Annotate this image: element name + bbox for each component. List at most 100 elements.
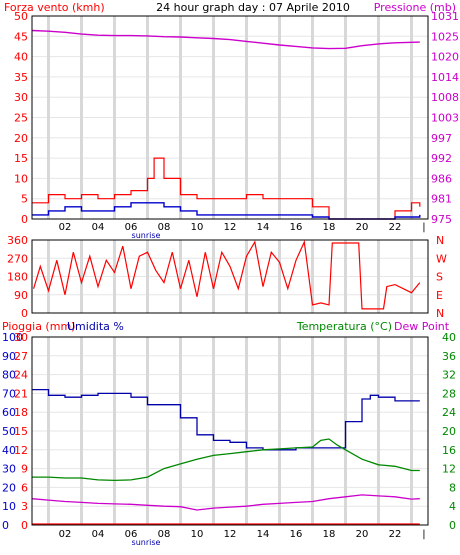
left-tick-label: 35: [14, 71, 28, 84]
humidity-tick-label: 40: [2, 444, 16, 457]
hour-tick-label: 10: [191, 222, 204, 233]
rain-tick-label: 9: [21, 463, 28, 476]
compass-tick-label: E: [436, 289, 443, 302]
hour-tick-label: 10: [191, 529, 204, 540]
average-wind-series-line: [32, 202, 421, 220]
hour-tick-label: 12: [224, 529, 237, 540]
rain-tick-label: 12: [14, 444, 28, 457]
hour-tick-label: 08: [158, 222, 171, 233]
temperature-tick-label: 0: [449, 519, 456, 532]
hour-tick-label: 18: [323, 529, 336, 540]
hour-tick-label: 08: [158, 529, 171, 540]
hour-tick-label: 22: [389, 529, 402, 540]
hour-tick-label: 20: [356, 222, 369, 233]
hour-tick-label: 14: [257, 222, 270, 233]
compass-tick-label: N: [436, 307, 444, 320]
temperature-tick-label: 12: [442, 463, 456, 476]
left-tick-labels: 0 90 180 270 360: [7, 234, 28, 320]
rain-tick-label: 15: [14, 425, 28, 438]
temperature-tick-label: 32: [442, 369, 456, 382]
humidity-tick-label: 80: [2, 369, 16, 382]
humidity-tick-label: 20: [2, 481, 16, 494]
temperature-tick-label: 16: [442, 444, 456, 457]
rain-tick-label: 0: [21, 519, 28, 532]
compass-tick-label: S: [436, 271, 443, 284]
right-tick-label: 997: [431, 132, 452, 145]
humidity-tick-label: 100: [2, 331, 23, 344]
wind-pressure-panel: Forza vento (kmh) 24 hour graph day : 07…: [4, 1, 459, 240]
hour-tick-label: 12: [224, 222, 237, 233]
sunrise-label: sunrise: [132, 538, 161, 547]
rain-tick-label: 24: [14, 369, 28, 382]
hour-tick-labels: 02 04 06 08 10 12 14 16 18 20 22 |: [59, 529, 426, 540]
left-axis-label: Forza vento (kmh): [4, 1, 105, 14]
plot-frame: [31, 15, 429, 220]
compass-tick-label: W: [436, 252, 447, 265]
humidity-tick-label: 30: [2, 463, 16, 476]
humidity-tick-label: 70: [2, 387, 16, 400]
right-tick-label: 986: [431, 172, 452, 185]
rain-tick-label: 3: [21, 500, 28, 513]
wind-direction-series-line: [33, 239, 421, 310]
temperature-tick-label: 40: [442, 331, 456, 344]
left-tick-label: 15: [14, 152, 28, 165]
hour-tick-label: 16: [290, 529, 303, 540]
rain-tick-label: 21: [14, 387, 28, 400]
right-tick-label: 1014: [431, 71, 459, 84]
left-tick-label: 45: [14, 30, 28, 43]
temperature-humidity-panel: Pioggia (mm) Umidita % Temperatura (°C) …: [2, 320, 456, 547]
hour-grid: [47, 16, 413, 219]
temperature-series-line: [32, 438, 420, 482]
left-tick-label: 40: [14, 51, 28, 64]
humidity-tick-label: 90: [2, 350, 16, 363]
right-tick-label: 975: [431, 213, 452, 226]
series-group: [33, 239, 421, 310]
left-tick-label: 270: [7, 252, 28, 265]
right-tick-label: 981: [431, 193, 452, 206]
right-tick-label: 1008: [431, 91, 459, 104]
temperature-tick-label: 28: [442, 387, 456, 400]
right-tick-labels: 975 981 986 992 997 1003 1008 1014 1020 1025 1031: [431, 10, 459, 226]
hour-tick-label: 02: [59, 222, 72, 233]
left-tick-label: 50: [14, 10, 28, 23]
hour-grid: [47, 337, 413, 525]
horizontal-grid: [32, 35, 428, 200]
horizontal-grid: [32, 257, 428, 296]
series-group: [31, 388, 420, 525]
hour-tick-label: |: [422, 529, 425, 540]
rain-tick-label: 27: [14, 350, 28, 363]
temperature-tick-label: 4: [449, 500, 456, 513]
left-tick-label: 0: [21, 307, 28, 320]
humidity-tick-label: 0: [2, 519, 9, 532]
horizontal-grid: [32, 355, 428, 507]
left-tick-label: 0: [21, 213, 28, 226]
temperature-tick-label: 24: [442, 406, 456, 419]
hour-tick-label: 04: [92, 529, 105, 540]
left-tick-label: 30: [14, 91, 28, 104]
left-tick-label: 90: [14, 289, 28, 302]
temperature-tick-label: 36: [442, 350, 456, 363]
left-tick-labels: 0 5 10 15 20 25 30 35 40 45 50: [14, 10, 28, 226]
humidity-tick-labels: 0 10 20 30 40 50 60 70 80 90 100: [2, 331, 23, 532]
hour-tick-label: 18: [323, 222, 336, 233]
hour-tick-label: 14: [257, 529, 270, 540]
dewpoint-axis-label: Dew Point: [394, 320, 450, 333]
right-axis-label: Pressione (mb): [374, 1, 456, 14]
right-tick-label: 1031: [431, 10, 459, 23]
temperature-tick-label: 20: [442, 425, 456, 438]
dewpoint-series-line: [31, 494, 420, 511]
temperature-axis-label: Temperatura (°C): [296, 320, 392, 333]
rain-tick-label: 30: [14, 331, 28, 344]
plot-frame: [31, 336, 429, 526]
hour-tick-label: 16: [290, 222, 303, 233]
hour-tick-label: |: [422, 222, 425, 233]
series-group: [31, 29, 421, 220]
humidity-tick-label: 50: [2, 425, 16, 438]
hour-tick-labels: 02 04 06 08 10 12 14 16 18 20 22 |: [59, 222, 426, 233]
right-tick-label: 1003: [431, 112, 459, 125]
left-tick-label: 5: [21, 193, 28, 206]
chart-title: 24 hour graph day : 07 Aprile 2010: [156, 1, 350, 14]
plot-frame: [31, 239, 429, 314]
rain-tick-label: 18: [14, 406, 28, 419]
